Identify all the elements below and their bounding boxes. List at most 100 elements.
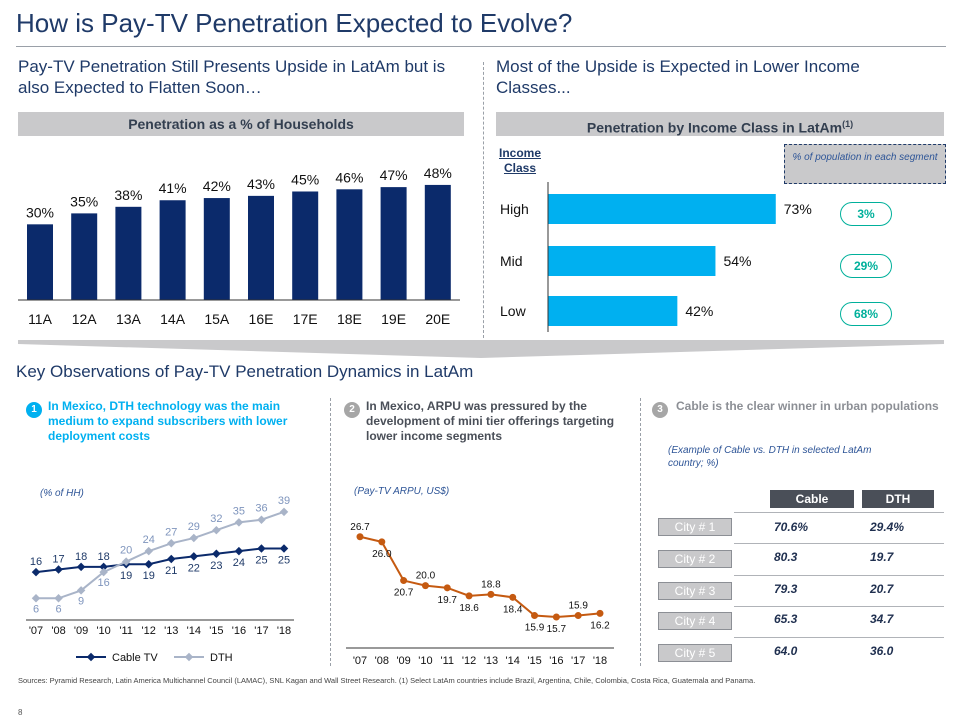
dth-value-label: 39 [278,496,290,507]
city-label: City # 5 [658,644,732,662]
table-rule [734,512,944,513]
dth-value-label: 32 [210,513,222,525]
x-tick-label: '11 [441,655,455,667]
arpu-value-label: 15.7 [547,624,567,635]
right-subheading: Most of the Upside is Expected in Lower … [496,57,860,97]
bar-value-label: 42% [203,178,231,194]
bar [292,191,319,300]
table-header-cable: Cable [770,490,854,508]
dth-value-label: 16 [98,577,110,589]
income-class-tick: High [500,201,529,217]
x-tick-label: '17 [254,625,268,637]
cable-value-label: 22 [188,562,200,574]
arpu-point [421,582,429,590]
cable-line [35,547,284,574]
dth-point [212,525,221,535]
city-table: City # 1 70.6% 29.4% City # 2 80.3 19.7 … [656,512,946,672]
bar [248,195,274,300]
city-label: City # 4 [658,612,732,630]
bar [424,184,451,300]
dth-point [234,518,244,527]
page-number: 8 [18,708,23,717]
observation-1-note: (% of HH) [40,488,84,499]
dth-point [189,533,199,543]
x-tick-label: '10 [96,625,110,637]
arpu-point [531,612,539,620]
arpu-value-label: 15.9 [525,623,545,634]
arpu-value-label: 26.0 [372,549,392,560]
observation-2-text: In Mexico, ARPU was pressured by the dev… [366,399,615,443]
arpu-point [443,584,451,592]
bar-value-label: 46% [335,169,363,185]
x-tick-label: 14A [160,311,186,327]
x-tick-label: '18 [593,655,607,667]
arpu-point [487,590,495,598]
x-tick-label: 15A [204,311,230,327]
income-bar-value-label: 73% [784,201,812,217]
arpu-value-label: 18.6 [459,603,479,614]
x-tick-label: '10 [418,655,432,667]
cable-value-label: 17 [52,553,64,565]
x-tick-label: '08 [51,625,65,637]
x-tick-label: '13 [484,655,498,667]
arpu-value-label: 15.9 [568,601,588,612]
cable-point [76,562,86,572]
cable-point [144,559,153,569]
arpu-value-label: 26.7 [350,522,370,533]
dth-value-label: 36 [255,503,267,515]
income-bar [548,194,776,224]
cable-value-label: 25 [255,555,267,567]
cable-value-label: 21 [165,565,177,577]
bar-value-label: 43% [247,176,275,192]
dth-point [144,546,153,556]
bar [159,200,186,300]
bar [27,224,53,300]
x-tick-label: '13 [164,625,178,637]
population-share-high: 3% [840,202,892,226]
income-bar [548,296,678,326]
arpu-line [359,535,601,619]
income-class-bar-chart: High 73% Mid 54% Low 42% [500,182,812,332]
table-rule [734,575,944,576]
dth-point [31,594,41,603]
city-dth-value: 20.7 [870,582,894,596]
cable-value-label: 19 [120,570,132,582]
city-dth-value: 36.0 [870,644,894,658]
income-bar-value-label: 54% [723,253,751,269]
bar-value-label: 48% [424,165,452,181]
arpu-point [596,609,604,617]
x-tick-label: '09 [74,625,88,637]
city-dth-value: 34.7 [870,612,894,626]
cable-point [234,546,244,556]
city-cable-value: 64.0 [774,644,798,658]
dth-point [99,567,108,577]
cable-value-label: 25 [278,555,290,567]
penetration-bar-chart: 30% 11A 35% 12A 38% 13A 41% 14A 42% 15A 43% 16E 45% 1… [18,165,460,327]
x-tick-label: '15 [527,655,541,667]
dth-value-label: 24 [143,534,155,546]
arpu-point [400,577,408,585]
x-tick-label: 17E [293,311,318,327]
table-rule [734,606,944,607]
dth-value-label: 6 [55,603,61,615]
population-share-column: 3% 29% 68% [838,196,898,332]
x-tick-label: '08 [375,655,389,667]
population-share-mid: 29% [840,254,892,278]
city-label: City # 3 [658,582,732,600]
cable-value-label: 23 [210,560,222,572]
arpu-value-label: 19.7 [438,595,458,606]
population-share-low: 68% [840,302,892,326]
dth-value-label: 29 [188,521,200,533]
income-class-label: Income Class [498,146,541,175]
arpu-point [378,538,386,546]
x-tick-label: '15 [209,625,223,637]
x-tick-label: 13A [116,311,142,327]
table-rule [734,543,944,544]
income-bar-value-label: 42% [685,303,713,319]
cable-point [31,567,41,577]
arpu-line-chart: '07 '08 '09 '10 '11 '12 '13 '14 '15 '16 '17 '18 26.7… [346,522,614,667]
legend-cable-label: Cable TV [112,652,158,664]
observation-2-note: (Pay-TV ARPU, US$) [354,486,450,497]
arpu-value-label: 20.0 [416,571,436,582]
cable-point [54,565,63,574]
